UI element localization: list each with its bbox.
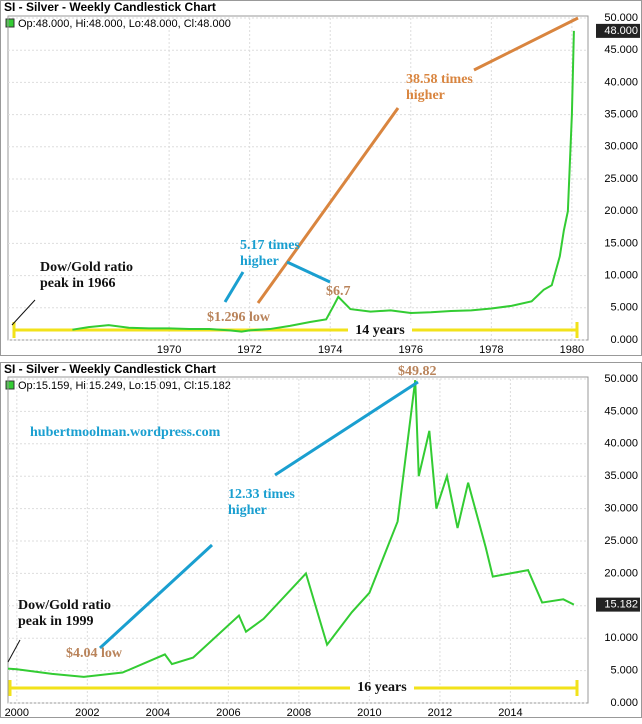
- price-line: [72, 30, 575, 333]
- y-tick-label: 25.000: [604, 535, 638, 547]
- y-tick-label: 20.000: [604, 205, 638, 217]
- x-tick-label: 2010: [357, 707, 381, 719]
- plot-area: [7, 15, 589, 341]
- x-tick-label: 2002: [75, 707, 99, 719]
- annotation: Dow/Gold ratio: [40, 260, 133, 275]
- last-value-label: 15.182: [604, 599, 638, 611]
- price-line: [7, 380, 575, 678]
- annotation-line: [256, 107, 400, 304]
- y-tick-label: 45.000: [604, 44, 638, 56]
- x-tick-label: 2000: [5, 707, 29, 719]
- annotation: higher: [406, 88, 445, 103]
- annotation-line: [7, 639, 21, 663]
- y-tick-label: 10.000: [604, 632, 638, 644]
- annotation: $49.82: [398, 364, 437, 379]
- y-tick-label: 5.000: [610, 302, 638, 314]
- y-tick-label: 30.000: [604, 141, 638, 153]
- y-tick-label: 50.000: [604, 12, 638, 24]
- annotation-line: [11, 299, 36, 326]
- label-bg: [350, 680, 414, 696]
- x-tick-label: 1980: [560, 344, 584, 356]
- x-tick-label: 1976: [399, 344, 423, 356]
- y-tick-label: 50.000: [604, 373, 638, 385]
- annotation: 14 years: [355, 323, 405, 338]
- y-tick-label: 0.000: [610, 334, 638, 346]
- x-tick-label: 1978: [479, 344, 503, 356]
- y-tick-label: 40.000: [604, 438, 638, 450]
- x-tick-label: 1974: [318, 344, 342, 356]
- annotation: higher: [228, 503, 267, 518]
- x-tick-label: 2004: [146, 707, 170, 719]
- panel-border: [0, 362, 642, 718]
- chart-title: SI - Silver - Weekly Candlestick Chart: [4, 362, 216, 376]
- ohlc-label: Op:15.159, Hi:15.249, Lo:15.091, Cl:15.1…: [18, 380, 231, 392]
- y-tick-label: 35.000: [604, 470, 638, 482]
- last-value-bg: [596, 597, 640, 612]
- annotation: 12.33 times: [228, 487, 295, 502]
- chart-title: SI - Silver - Weekly Candlestick Chart: [4, 0, 216, 14]
- annotation: 5.17 times: [240, 238, 300, 253]
- x-tick-label: 2006: [216, 707, 240, 719]
- annotation: Dow/Gold ratio: [18, 598, 111, 613]
- y-tick-label: 30.000: [604, 503, 638, 515]
- annotation: peak in 1999: [18, 614, 93, 629]
- y-tick-label: 10.000: [604, 270, 638, 282]
- annotation: $4.04 low: [66, 646, 123, 661]
- label-bg: [348, 323, 412, 339]
- x-tick-label: 1972: [237, 344, 261, 356]
- annotation-line: [98, 543, 214, 650]
- annotation-line: [223, 271, 245, 303]
- x-tick-label: 2014: [498, 707, 522, 719]
- annotation-line: [274, 380, 419, 477]
- last-value-label: 48.000: [604, 25, 638, 37]
- x-tick-label: 1970: [157, 344, 181, 356]
- panel-border: [0, 0, 642, 356]
- y-tick-label: 45.000: [604, 405, 638, 417]
- annotation: $1.296 low: [207, 310, 271, 325]
- annotation-line: [286, 260, 331, 284]
- annotation: peak in 1966: [40, 276, 115, 291]
- annotation: $6.7: [326, 284, 351, 299]
- y-tick-label: 35.000: [604, 109, 638, 121]
- annotation-line: [473, 16, 579, 72]
- y-tick-label: 0.000: [610, 697, 638, 709]
- last-value-bg: [596, 23, 640, 38]
- annotation: 38.58 times: [406, 72, 473, 87]
- y-tick-label: 25.000: [604, 173, 638, 185]
- y-tick-label: 15.000: [604, 237, 638, 249]
- annotation: higher: [240, 254, 279, 269]
- y-tick-label: 5.000: [610, 665, 638, 677]
- ohlc-label: Op:48.000, Hi:48.000, Lo:48.000, Cl:48.0…: [18, 18, 231, 30]
- annotation: hubertmoolman.wordpress.com: [30, 425, 221, 440]
- x-tick-label: 2012: [428, 707, 452, 719]
- y-tick-label: 40.000: [604, 76, 638, 88]
- x-tick-label: 2008: [287, 707, 311, 719]
- legend-swatch: [5, 380, 15, 390]
- annotation: 16 years: [357, 680, 407, 695]
- y-tick-label: 20.000: [604, 567, 638, 579]
- legend-swatch: [5, 18, 15, 28]
